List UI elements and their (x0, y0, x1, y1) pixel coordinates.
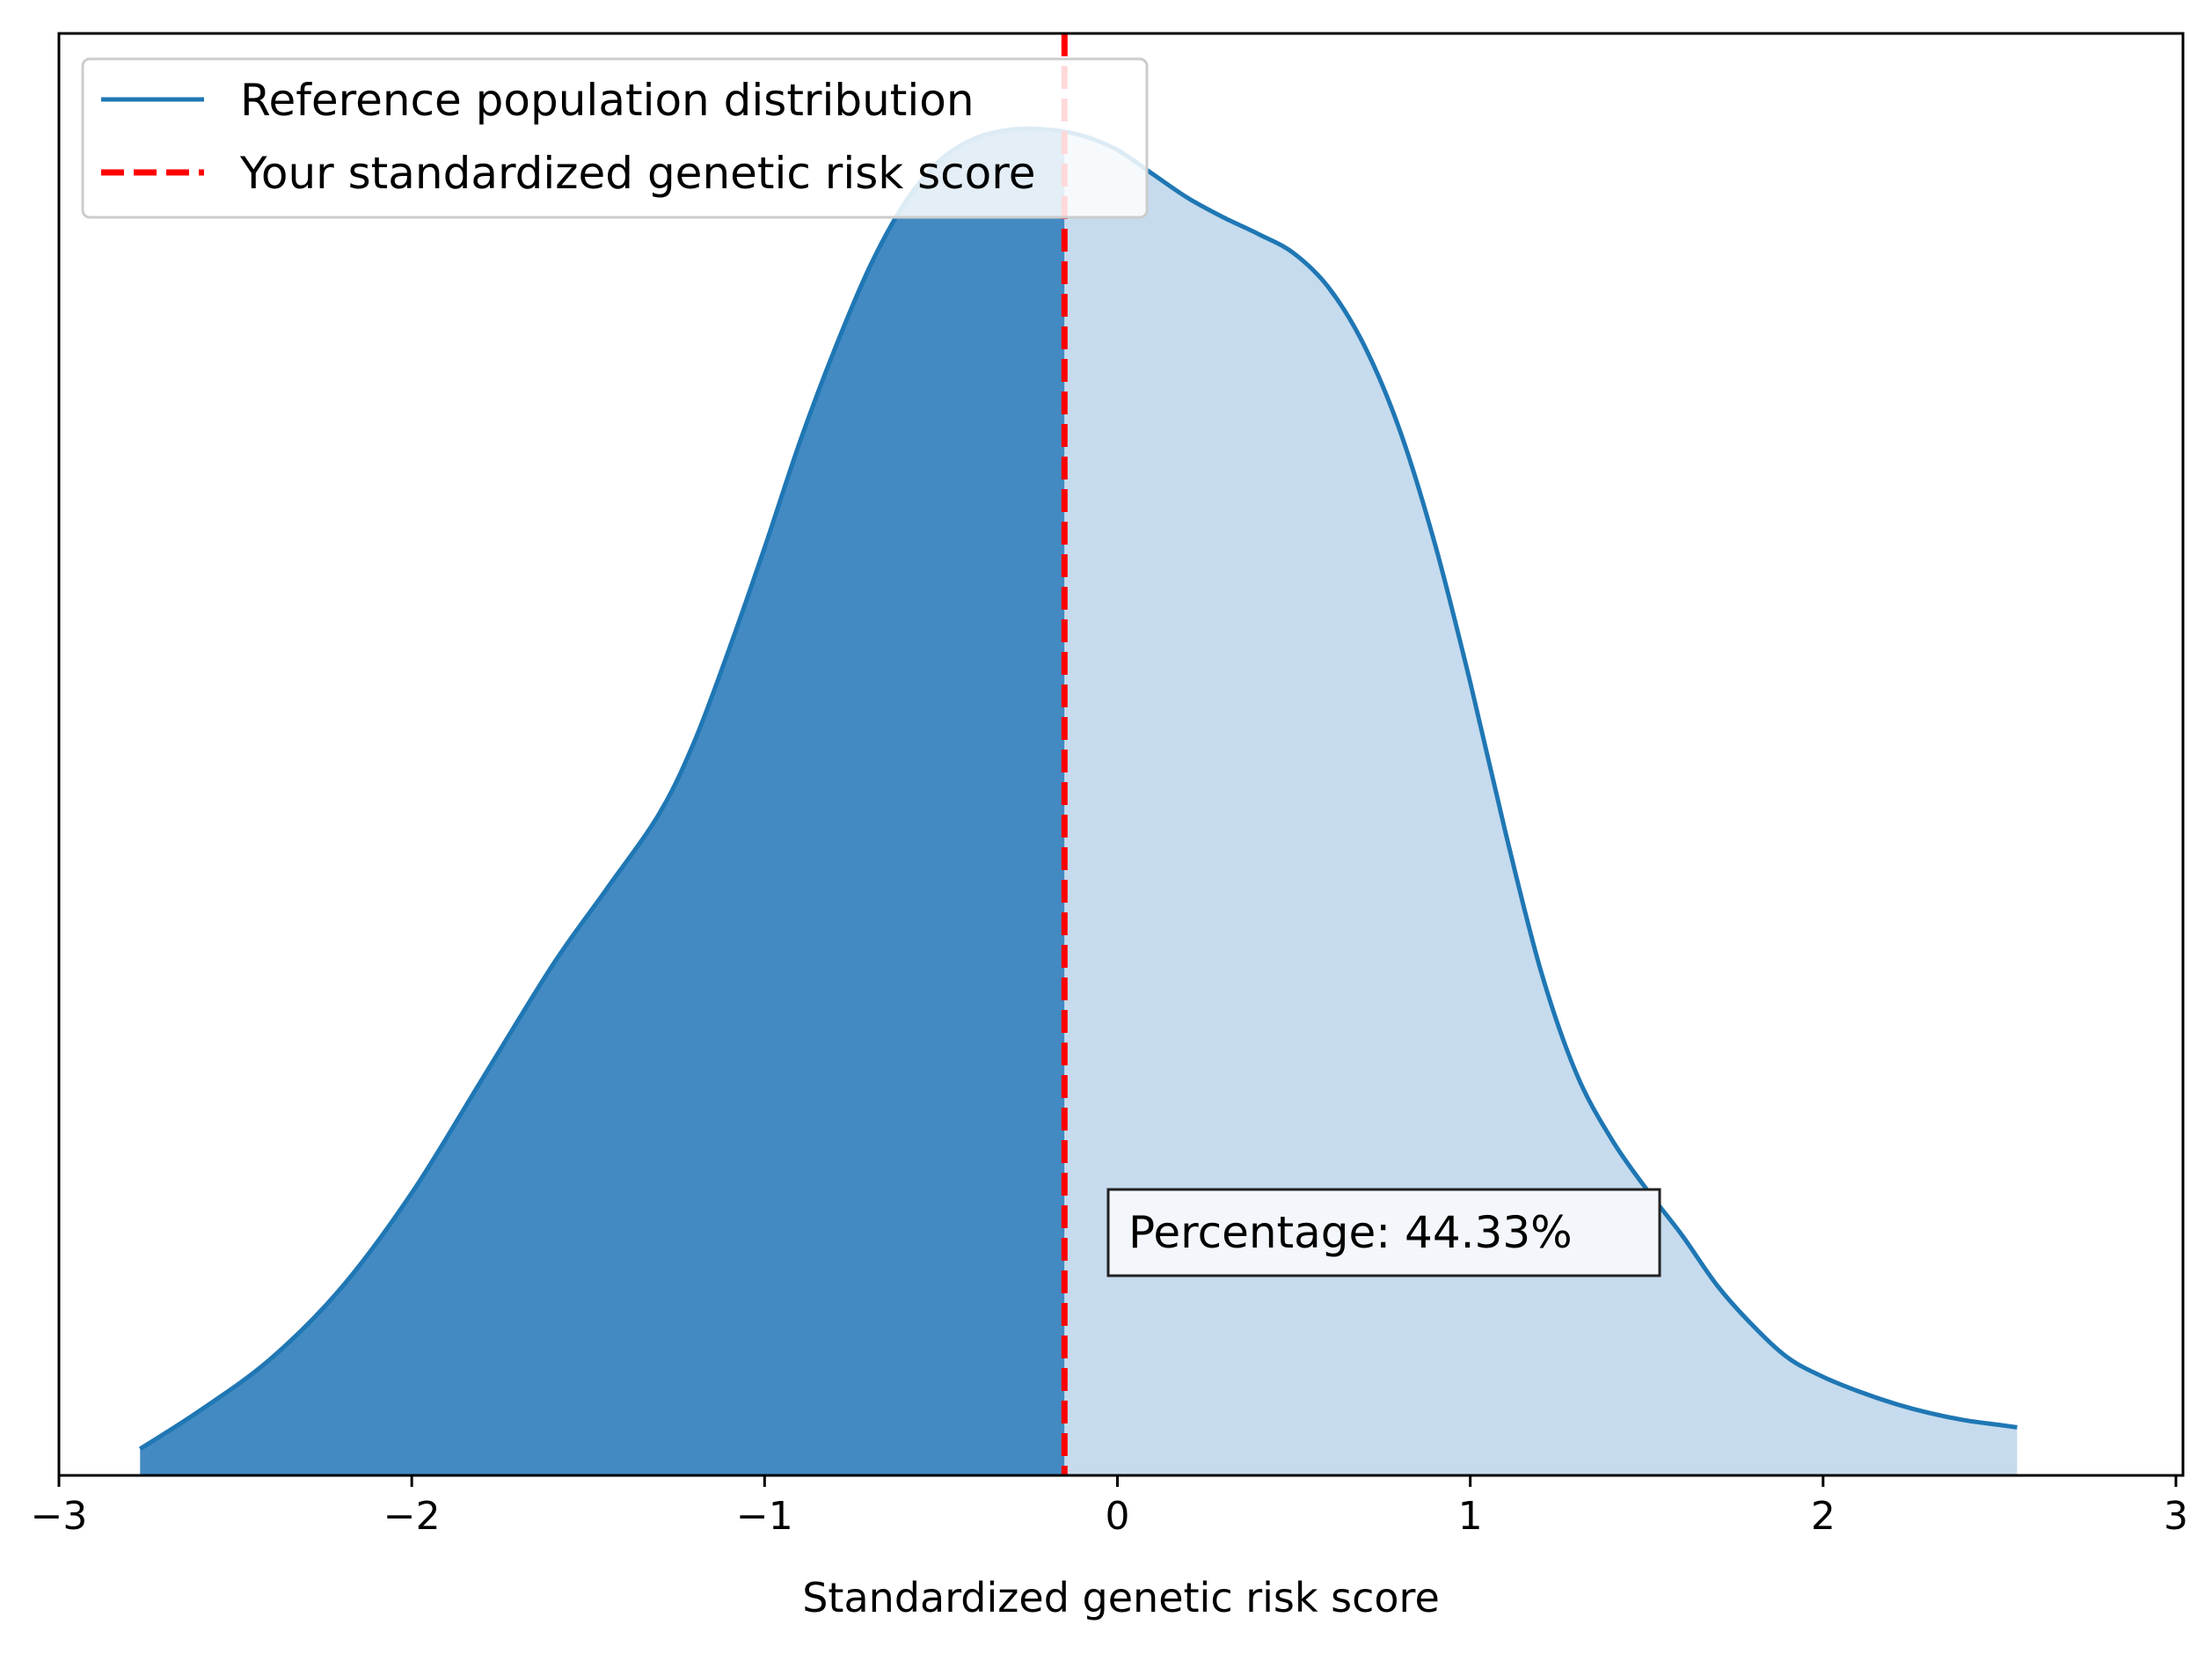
annotation-text: Percentage: 44.33% (1128, 1207, 1573, 1258)
fill-below-score (140, 129, 1065, 1476)
x-ticks: −3 −2 −1 0 1 2 3 (31, 1475, 2188, 1539)
plot-area (138, 33, 2018, 1476)
legend: Reference population distribution Your s… (81, 57, 1149, 219)
x-tick-label: 3 (2164, 1494, 2188, 1539)
x-tick-label: −3 (31, 1494, 88, 1539)
axes-frame (57, 32, 2185, 1477)
fill-above-score (1064, 132, 2018, 1475)
x-tick-label: 0 (1105, 1494, 1129, 1539)
x-tick-label: −1 (736, 1494, 793, 1539)
x-axis-label: Standardized genetic risk score (802, 1574, 1440, 1621)
legend-box (81, 57, 1149, 219)
x-tick-label: −2 (383, 1494, 441, 1539)
x-tick-label: 2 (1811, 1494, 1836, 1539)
legend-label-score: Your standardized genetic risk score (239, 148, 1035, 199)
x-tick-label: 1 (1458, 1494, 1483, 1539)
density-curve (138, 126, 2018, 1452)
percentage-annotation: Percentage: 44.33% (1106, 1188, 1661, 1277)
annotation-box (1106, 1188, 1661, 1277)
legend-label-reference: Reference population distribution (240, 75, 975, 126)
